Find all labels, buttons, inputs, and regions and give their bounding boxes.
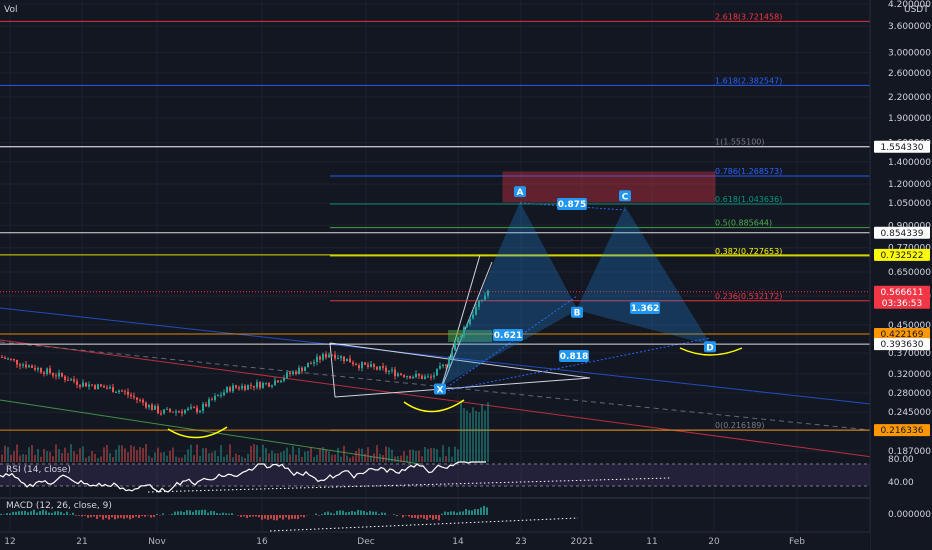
- price-tick: 0.280000: [888, 389, 931, 399]
- price-tick: 3.000000: [888, 48, 931, 58]
- price-tick: 0.900000: [888, 221, 931, 231]
- trend-lines: [0, 202, 881, 465]
- xab-leg: [438, 201, 578, 388]
- ratio-label: 0.875: [558, 200, 586, 210]
- curve-annotation-3: [679, 347, 743, 356]
- pattern-point-label: X: [437, 385, 444, 395]
- fib-label: 2.618(3.721458): [715, 12, 782, 21]
- price-tag: 0.732522: [881, 251, 924, 261]
- curve-annotation-1: [167, 426, 228, 439]
- price-tag: 03:36:53: [882, 299, 922, 309]
- rsi-tick-80: 80.00: [888, 455, 914, 465]
- price-tick: 1.200000: [888, 180, 931, 190]
- macd-pane: [0, 497, 870, 532]
- fib-label: 0.618(1.043636): [715, 195, 782, 204]
- time-label: 12: [4, 537, 15, 547]
- ratio-badge: [559, 350, 589, 362]
- price-tick: 3.600000: [888, 22, 931, 32]
- pattern-point-label: A: [517, 188, 524, 198]
- price-tick: 0.650000: [888, 268, 931, 278]
- price-tick: 1.050000: [888, 199, 931, 209]
- price-tick: 1.400000: [888, 158, 931, 168]
- macd-label: MACD (12, 26, close, 9): [6, 501, 112, 511]
- price-tag: 1.554330: [881, 143, 924, 153]
- time-axis[interactable]: 12 21 Nov 16 Dec 14 23 2021 11 20 Feb: [0, 531, 870, 550]
- pattern-point-marker: [619, 190, 631, 202]
- pane-labels: Vol RSI (14, close) MACD (12, 26, close,…: [4, 5, 112, 511]
- time-label: 14: [452, 537, 464, 547]
- ratio-label: 1.362: [631, 304, 659, 314]
- grid: [0, 0, 870, 532]
- time-label: Nov: [148, 537, 166, 547]
- price-tick: 1.900000: [888, 114, 931, 124]
- volume-label: Vol: [4, 5, 17, 15]
- currency-label: USDT: [904, 5, 929, 15]
- price-tag: 0.566611: [881, 288, 924, 298]
- fib-label: 1.618(2.382547): [715, 76, 782, 85]
- rsi-line: [0, 461, 486, 493]
- ratio-label: 0.621: [494, 331, 522, 341]
- rsi-pane: [0, 461, 870, 493]
- ratio-badge: [493, 329, 523, 341]
- price-tick: 2.600000: [888, 69, 931, 79]
- price-tick: 0.450000: [888, 321, 931, 331]
- fib-label: 0.786(1.268573): [715, 167, 782, 176]
- price-tick: 0.370000: [888, 349, 931, 359]
- ratio-label: 0.818: [560, 352, 588, 362]
- pattern-point-marker: [704, 341, 716, 353]
- macd-tick-zero: 0.000000: [888, 510, 931, 520]
- fib-label: 1(1.555100): [715, 138, 765, 147]
- price-tag: 0.854339: [881, 229, 924, 239]
- pattern-point-label: B: [574, 309, 581, 319]
- harmonic-pattern[interactable]: X A B C D 0.875 0.621 1.362 0.818: [434, 186, 716, 395]
- fib-label: 0.5(0.885644): [715, 219, 772, 228]
- target-zone: [502, 171, 716, 203]
- fib-label: 0.236(0.532172): [715, 292, 782, 301]
- price-tag: 0.422169: [881, 330, 924, 340]
- fib-label: 0.382(0.727653): [715, 247, 782, 256]
- time-label: 2021: [571, 537, 594, 547]
- time-label: Feb: [789, 537, 805, 547]
- time-label: Dec: [357, 537, 374, 547]
- price-tag: 0.393630: [881, 340, 924, 350]
- ratio-badge: [630, 302, 660, 314]
- price-axis[interactable]: USDT 4.200000 3.600000 3.000000 2.600000 2.2…: [869, 0, 932, 550]
- bcd-leg: [576, 206, 712, 346]
- pattern-point-marker: [434, 383, 446, 395]
- price-tick: 2.200000: [888, 93, 931, 103]
- price-tick: 0.245000: [888, 408, 931, 418]
- fib-label: 0(0.216189): [715, 421, 765, 430]
- price-tick: 0.320000: [888, 370, 931, 380]
- pattern-point-marker: [514, 186, 526, 198]
- time-label: 21: [76, 537, 87, 547]
- volume-bars: [1, 400, 489, 462]
- pattern-point-marker: [571, 306, 583, 318]
- ratio-badge: [557, 198, 587, 210]
- time-label: 20: [708, 537, 720, 547]
- time-label: 11: [646, 537, 657, 547]
- price-tick: 0.187000: [888, 447, 931, 457]
- rsi-tick-40: 40.00: [888, 478, 914, 488]
- price-tick: 4.200000: [888, 0, 931, 10]
- candlestick-series: [1, 289, 489, 417]
- fib-retracement[interactable]: 2.618(3.721458) 1.618(2.382547) 1(1.555100…: [0, 12, 870, 431]
- time-label: 23: [515, 537, 526, 547]
- pattern-point-label: C: [622, 192, 629, 202]
- rsi-label: RSI (14, close): [6, 465, 71, 475]
- curve-annotation-2: [403, 399, 465, 413]
- price-tag: 0.216336: [881, 426, 924, 436]
- time-label: 16: [256, 537, 268, 547]
- pattern-point-label: D: [706, 343, 713, 353]
- price-tick: 0.770000: [888, 244, 931, 254]
